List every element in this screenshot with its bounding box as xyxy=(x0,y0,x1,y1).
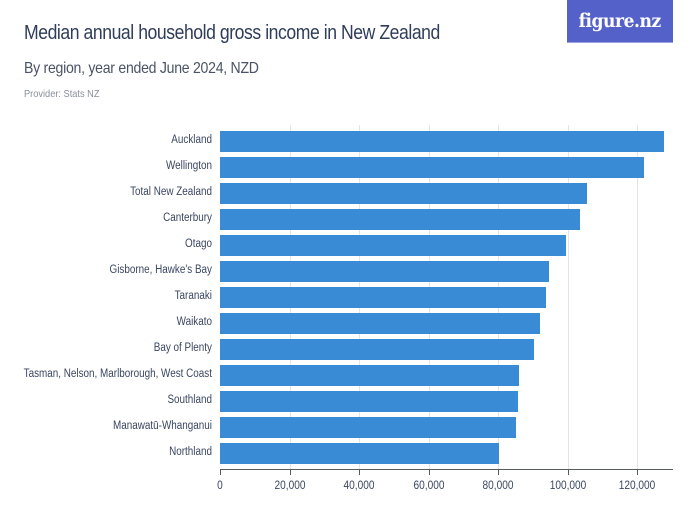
x-tick-label: 20,000 xyxy=(274,480,305,492)
bar-row xyxy=(220,235,673,256)
bar[interactable] xyxy=(220,157,645,178)
gridline xyxy=(637,125,638,469)
x-axis-line xyxy=(220,469,673,470)
logo-text: figure.nz xyxy=(578,10,662,32)
x-tick-label: 100,000 xyxy=(549,480,586,492)
category-label: Total New Zealand xyxy=(130,186,212,198)
category-label: Otago xyxy=(185,238,212,250)
figure-nz-logo[interactable]: figure.nz xyxy=(567,0,673,43)
bar[interactable] xyxy=(220,339,534,360)
category-label: Northland xyxy=(169,446,212,458)
bar[interactable] xyxy=(220,183,587,204)
category-label: Canterbury xyxy=(163,212,212,224)
category-label: Bay of Plenty xyxy=(153,342,212,354)
bar-row xyxy=(220,183,673,204)
bar[interactable] xyxy=(220,417,517,438)
bar-row xyxy=(220,417,673,438)
bar-row xyxy=(220,287,673,308)
category-label: Southland xyxy=(167,394,212,406)
bar[interactable] xyxy=(220,365,520,386)
x-tick-label: 0 xyxy=(217,480,223,492)
bar[interactable] xyxy=(220,261,550,282)
category-label: Wellington xyxy=(165,160,212,172)
bar[interactable] xyxy=(220,131,665,152)
category-label: Tasman, Nelson, Marlborough, West Coast xyxy=(23,368,212,380)
bar[interactable] xyxy=(220,287,546,308)
chart-title: Median annual household gross income in … xyxy=(24,22,440,44)
category-label: Waikato xyxy=(176,316,212,328)
bar[interactable] xyxy=(220,235,566,256)
category-label: Auckland xyxy=(171,134,212,146)
x-tick xyxy=(567,469,569,475)
data-provider: Provider: Stats NZ xyxy=(24,88,100,100)
chart-subtitle: By region, year ended June 2024, NZD xyxy=(24,60,259,77)
bar-row xyxy=(220,313,673,334)
category-label: Gisborne, Hawke's Bay xyxy=(109,264,212,276)
bar-row xyxy=(220,261,673,282)
bar[interactable] xyxy=(220,209,581,230)
x-tick-label: 80,000 xyxy=(482,480,514,492)
x-tick xyxy=(289,469,291,475)
bar[interactable] xyxy=(220,391,518,412)
bar-row xyxy=(220,339,673,360)
bar-row xyxy=(220,131,673,152)
bar-row xyxy=(220,157,673,178)
category-label: Manawatū-Whanganui xyxy=(113,420,212,432)
category-label: Taranaki xyxy=(174,290,212,302)
x-tick-label: 60,000 xyxy=(413,480,444,492)
bar-row xyxy=(220,443,673,464)
x-tick xyxy=(220,469,221,475)
bar-row xyxy=(220,209,673,230)
x-tick-label: 120,000 xyxy=(618,480,656,492)
x-tick xyxy=(359,469,360,475)
bar-row xyxy=(220,365,673,386)
x-tick xyxy=(428,469,430,475)
bar-row xyxy=(220,391,673,412)
gridline xyxy=(567,125,569,469)
bar[interactable] xyxy=(220,313,541,334)
x-tick xyxy=(498,469,499,475)
bar[interactable] xyxy=(220,443,500,464)
plot-area xyxy=(220,125,673,469)
x-tick xyxy=(637,469,638,475)
x-tick-label: 40,000 xyxy=(343,480,375,492)
